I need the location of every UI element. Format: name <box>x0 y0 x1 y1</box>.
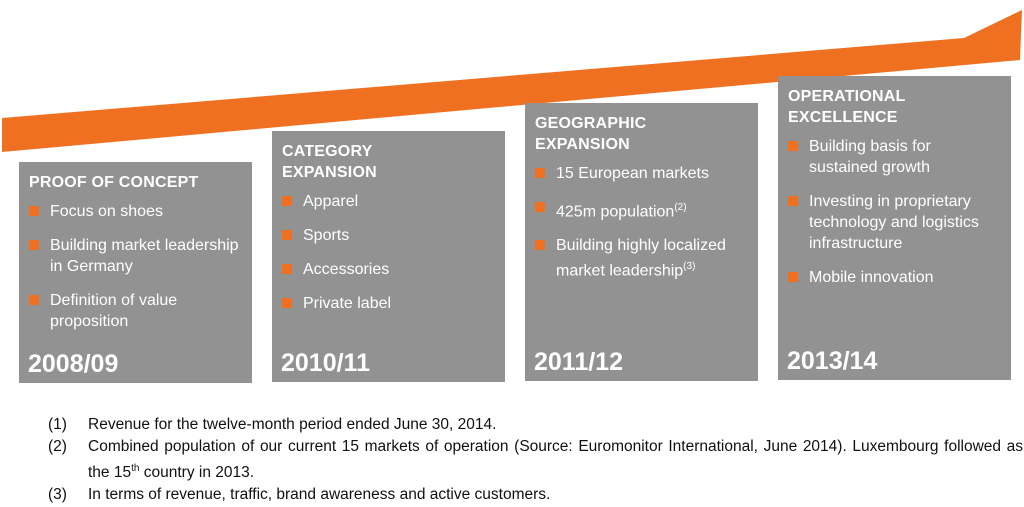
square-bullet-icon <box>535 168 545 178</box>
square-bullet-icon <box>535 202 545 212</box>
square-bullet-icon <box>282 196 292 206</box>
list-item: Apparel <box>282 191 495 212</box>
square-bullet-icon <box>282 298 292 308</box>
square-bullet-icon <box>282 264 292 274</box>
square-bullet-icon <box>29 240 39 250</box>
list-item: Private label <box>282 293 495 314</box>
phase-title: OPERATIONAL EXCELLENCE <box>788 88 906 126</box>
revenue-growth-arrow <box>2 10 1022 152</box>
footnote-number: (3) <box>48 486 67 504</box>
phase-box-category-expansion: CATEGORY EXPANSION Apparel Sports Access… <box>272 131 505 382</box>
phase-box-operational-excellence: OPERATIONAL EXCELLENCE Building basis fo… <box>778 76 1011 380</box>
square-bullet-icon <box>535 240 545 251</box>
footnote-ref: (3) <box>683 261 696 273</box>
list-item: Investing in proprietary technology and … <box>788 191 1001 254</box>
footnote-text: In terms of revenue, traffic, brand awar… <box>88 486 551 504</box>
phase-year: 2008/09 <box>28 350 119 378</box>
footnote-text: Revenue for the twelve-month period ende… <box>88 416 497 433</box>
phase-title: GEOGRAPHIC EXPANSION <box>535 115 647 153</box>
phase-title: CATEGORY EXPANSION <box>282 143 377 181</box>
footnotes: (1) Revenue for the twelve-month period … <box>48 414 1023 506</box>
list-item: Mobile innovation <box>788 267 1001 288</box>
footnote: (2) Combined population of our current 1… <box>48 436 1023 484</box>
phase-box-geographic-expansion: GEOGRAPHIC EXPANSION 15 European markets… <box>525 103 758 381</box>
list-item: 15 European markets <box>535 163 748 184</box>
footnote: (1) Revenue for the twelve-month period … <box>48 414 1023 436</box>
footnote-ref: (2) <box>674 202 687 213</box>
footnote-number: (2) <box>48 438 67 455</box>
list-item: Focus on shoes <box>29 201 242 222</box>
phase-year: 2011/12 <box>534 348 623 376</box>
square-bullet-icon <box>788 272 798 282</box>
phase-box-proof-of-concept: PROOF OF CONCEPT Focus on shoes Building… <box>19 162 252 383</box>
phase-year: 2010/11 <box>281 349 370 377</box>
list-item: Building market leadership in Germany <box>29 235 242 277</box>
footnote-ref: (1) <box>942 5 960 22</box>
list-item: Sports <box>282 225 495 246</box>
square-bullet-icon <box>29 206 39 216</box>
square-bullet-icon <box>788 141 798 151</box>
square-bullet-icon <box>788 196 798 206</box>
footnote-number: (1) <box>48 416 67 433</box>
list-item: 425m population(2) <box>535 197 748 222</box>
list-item: Definition of value proposition <box>29 290 242 332</box>
revenue-growth-arrow-shape <box>2 10 1022 152</box>
phase-title: PROOF OF CONCEPT <box>29 174 199 191</box>
phase-year: 2013/14 <box>787 347 878 375</box>
footnote-text: Combined population of our current 15 ma… <box>88 438 1023 482</box>
list-item: Building basis for sustained growth <box>788 136 1001 178</box>
square-bullet-icon <box>282 230 292 240</box>
list-item: Building highly localized market leaders… <box>535 235 748 281</box>
footnote: (3) In terms of revenue, traffic, brand … <box>48 484 1023 506</box>
list-item: Accessories <box>282 259 495 280</box>
square-bullet-icon <box>29 295 39 305</box>
